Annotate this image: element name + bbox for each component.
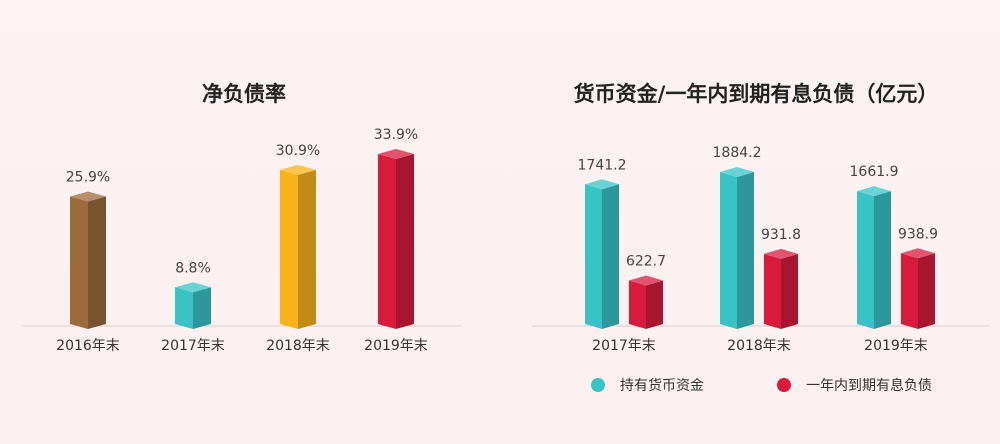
cash-bar <box>585 179 619 329</box>
data-label: 1661.9 <box>850 164 899 180</box>
debt-bar <box>764 248 798 329</box>
legend-label: 持有货币资金 <box>620 377 704 394</box>
legend-label: 一年内到期有息负债 <box>806 377 932 394</box>
data-label: 1741.2 <box>578 157 627 173</box>
data-label: 1884.2 <box>713 145 762 161</box>
data-label: 30.9% <box>276 143 320 159</box>
x-tick-label: 2016年末 <box>56 338 120 354</box>
data-label: 25.9% <box>66 169 110 185</box>
data-label: 33.9% <box>374 127 418 143</box>
data-label: 938.9 <box>898 226 938 242</box>
bar <box>70 191 106 329</box>
legend-swatch <box>777 378 791 392</box>
x-tick-label: 2017年末 <box>161 338 225 354</box>
bar <box>280 164 316 329</box>
data-label: 8.8% <box>175 260 211 276</box>
data-label: 931.8 <box>761 227 801 243</box>
x-tick-label: 2017年末 <box>592 338 656 354</box>
legend: 持有货币资金 一年内到期有息负债 <box>591 377 932 394</box>
x-tick-label: 2019年末 <box>864 338 928 354</box>
bar-group: 1741.2 622.7 2017年末 1884.2 931.8 2018年末 1661.9… <box>578 145 939 354</box>
legend-swatch <box>591 378 605 392</box>
cash-bar <box>720 167 754 329</box>
x-tick-label: 2018年末 <box>266 338 330 354</box>
data-label: 622.7 <box>626 253 666 269</box>
debt-bar <box>901 248 935 329</box>
x-tick-label: 2018年末 <box>727 338 791 354</box>
cash-bar <box>857 186 891 329</box>
cash-vs-debt-chart: 货币资金/一年内到期有息负债（亿元） 1741.2 622.7 2017年末 1884… <box>532 82 990 394</box>
debt-bar <box>629 275 663 329</box>
bar <box>378 149 414 329</box>
chart-title: 净负债率 <box>202 82 286 106</box>
bar-group: 25.9% 2016年末 8.8% 2017年末 30.9% 2018年末 33.9% 201… <box>56 127 428 354</box>
x-tick-label: 2019年末 <box>364 338 428 354</box>
net-debt-ratio-chart: 净负债率 25.9% 2016年末 8.8% 2017年末 30.9% 2018年末 33.… <box>22 82 462 354</box>
bar <box>175 282 211 329</box>
chart-title: 货币资金/一年内到期有息负债（亿元） <box>574 82 939 106</box>
